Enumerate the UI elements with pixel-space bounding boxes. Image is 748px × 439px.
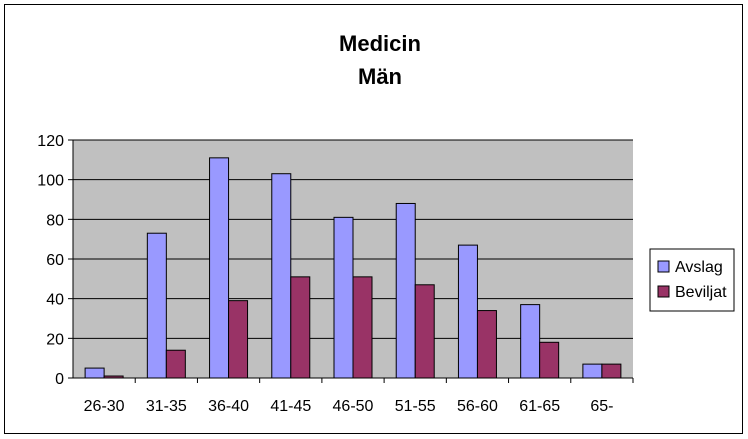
y-tick-label: 0 [55, 371, 64, 388]
bar-avslag-26-30 [84, 367, 105, 379]
bar-avslag-46-50 [333, 216, 354, 379]
bar-avslag-56-60 [457, 244, 478, 379]
chart-frame: Medicin Män 0 20 40 60 80 100 120 26-30 31-35 36-… [4, 4, 743, 434]
bar-avslag-41-45 [271, 173, 292, 379]
legend-swatch-avslag [657, 260, 670, 273]
y-tick-label: 20 [46, 331, 64, 348]
bar-beviljat-65- [601, 363, 622, 379]
bar-chart: Medicin Män 0 20 40 60 80 100 120 26-30 31-35 36-… [37, 31, 735, 415]
legend-label-beviljat: Beviljat [675, 284, 727, 301]
chart-title: Medicin [339, 31, 421, 56]
bar-avslag-61-65 [520, 304, 541, 379]
bar-beviljat-41-45 [290, 276, 311, 379]
x-tick-label: 61-65 [519, 398, 560, 415]
y-tick-label: 60 [46, 252, 64, 269]
bar-beviljat-36-40 [228, 300, 249, 379]
x-tick-label: 36-40 [208, 398, 249, 415]
x-tick-label: 41-45 [270, 398, 311, 415]
bar-beviljat-46-50 [352, 276, 373, 379]
legend-box [649, 248, 735, 312]
x-tick-label: 26-30 [84, 398, 125, 415]
bar-beviljat-51-55 [414, 284, 435, 379]
legend-swatch-beviljat [657, 285, 670, 298]
bar-beviljat-31-35 [165, 349, 186, 379]
bar-avslag-65- [582, 363, 603, 379]
x-tick-label: 65- [590, 398, 613, 415]
y-tick-label: 40 [46, 292, 64, 309]
y-tick-label: 120 [37, 133, 64, 150]
bar-beviljat-56-60 [476, 310, 497, 379]
y-tick-label: 80 [46, 212, 64, 229]
y-tick-label: 100 [37, 173, 64, 190]
x-tick-label: 56-60 [457, 398, 498, 415]
x-tick-label: 31-35 [146, 398, 187, 415]
bar-beviljat-61-65 [539, 341, 560, 379]
chart-subtitle: Män [358, 64, 402, 89]
legend: Avslag Beviljat [649, 248, 735, 312]
x-tick-label: 46-50 [333, 398, 374, 415]
bar-avslag-31-35 [146, 232, 167, 379]
x-tick-label: 51-55 [395, 398, 436, 415]
bar-avslag-36-40 [209, 157, 230, 379]
bar-avslag-51-55 [395, 202, 416, 379]
legend-label-avslag: Avslag [675, 259, 723, 276]
